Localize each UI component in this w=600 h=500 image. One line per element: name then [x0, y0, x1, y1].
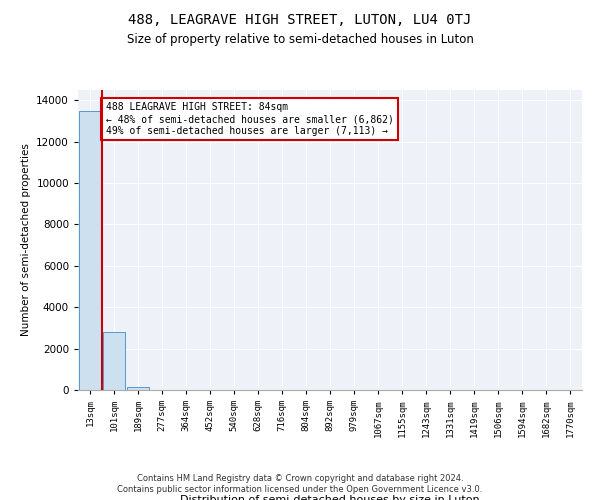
Bar: [103, 332, 125, 390]
Text: Contains HM Land Registry data © Crown copyright and database right 2024.
Contai: Contains HM Land Registry data © Crown c…: [118, 474, 482, 494]
X-axis label: Distribution of semi-detached houses by size in Luton: Distribution of semi-detached houses by …: [180, 495, 480, 500]
Bar: [79, 110, 101, 390]
Text: 488, LEAGRAVE HIGH STREET, LUTON, LU4 0TJ: 488, LEAGRAVE HIGH STREET, LUTON, LU4 0T…: [128, 12, 472, 26]
Y-axis label: Number of semi-detached properties: Number of semi-detached properties: [20, 144, 31, 336]
Bar: [127, 387, 149, 390]
Text: 488 LEAGRAVE HIGH STREET: 84sqm
← 48% of semi-detached houses are smaller (6,862: 488 LEAGRAVE HIGH STREET: 84sqm ← 48% of…: [106, 102, 394, 136]
Text: Size of property relative to semi-detached houses in Luton: Size of property relative to semi-detach…: [127, 32, 473, 46]
